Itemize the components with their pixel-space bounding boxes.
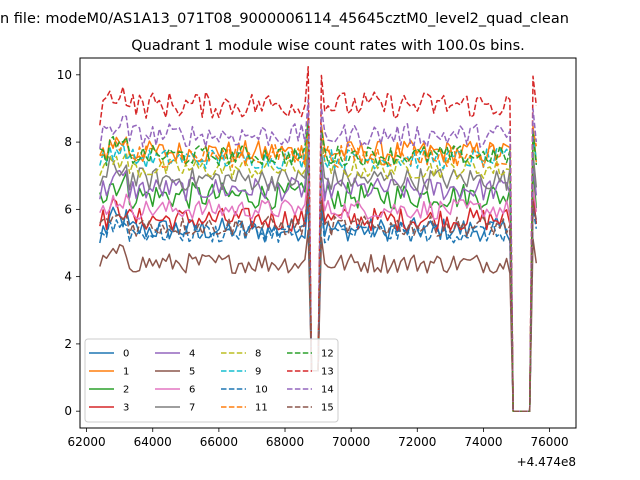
legend-label-11: 11 bbox=[255, 403, 268, 414]
x-tick-label: 64000 bbox=[134, 435, 172, 449]
y-tick-label: 6 bbox=[64, 202, 72, 216]
legend-label-1: 1 bbox=[123, 367, 129, 378]
x-tick-label: 66000 bbox=[200, 435, 238, 449]
x-axis-offset-label: +4.474e8 bbox=[517, 455, 576, 469]
legend-label-6: 6 bbox=[189, 385, 195, 396]
x-tick-label: 62000 bbox=[68, 435, 106, 449]
y-tick-label: 0 bbox=[64, 404, 72, 418]
legend-label-9: 9 bbox=[255, 367, 261, 378]
legend-label-12: 12 bbox=[321, 349, 334, 360]
y-tick-label: 2 bbox=[64, 337, 72, 351]
x-tick-label: 72000 bbox=[398, 435, 436, 449]
legend-label-0: 0 bbox=[123, 349, 129, 360]
series-line-13 bbox=[99, 65, 538, 412]
legend-label-8: 8 bbox=[255, 349, 261, 360]
legend-label-2: 2 bbox=[123, 385, 129, 396]
legend-label-14: 14 bbox=[321, 385, 334, 396]
x-tick-label: 70000 bbox=[332, 435, 370, 449]
legend-label-4: 4 bbox=[189, 349, 195, 360]
legend-label-5: 5 bbox=[189, 367, 195, 378]
x-tick-label: 68000 bbox=[266, 435, 304, 449]
legend-label-13: 13 bbox=[321, 367, 334, 378]
legend-label-7: 7 bbox=[189, 403, 195, 414]
y-tick-label: 4 bbox=[64, 270, 72, 284]
y-tick-label: 8 bbox=[64, 135, 72, 149]
axes-layer: 62000 64000 66000 68000 70000 72000 74000 76000… bbox=[57, 68, 569, 449]
x-tick-label: 74000 bbox=[464, 435, 502, 449]
legend-label-15: 15 bbox=[321, 403, 334, 414]
legend-label-10: 10 bbox=[255, 385, 268, 396]
figure-suptitle: n file: modeM0/AS1A13_071T08_9000006114_… bbox=[0, 11, 569, 27]
x-tick-label: 76000 bbox=[530, 435, 568, 449]
legend-box bbox=[84, 338, 339, 423]
y-tick-label: 10 bbox=[57, 68, 72, 82]
legend-label-3: 3 bbox=[123, 403, 129, 414]
chart-title: Quadrant 1 module wise count rates with … bbox=[131, 38, 525, 54]
